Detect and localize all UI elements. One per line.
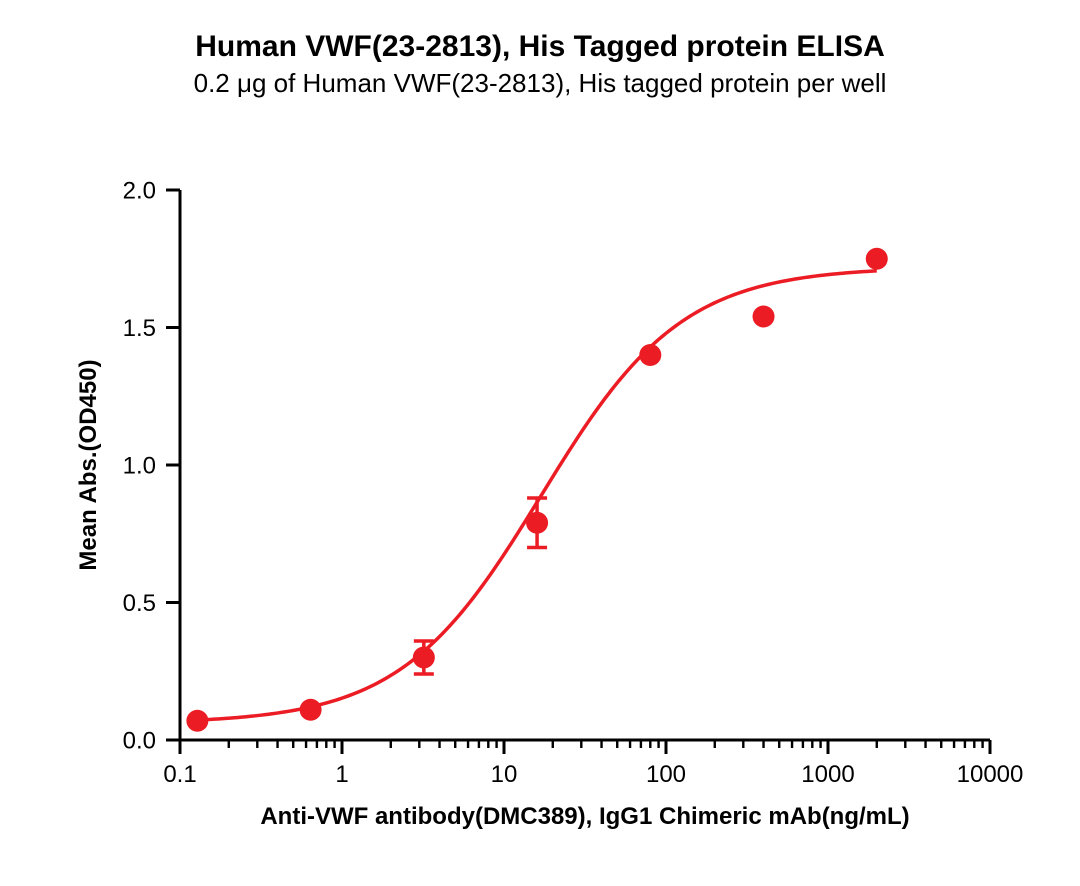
data-point: [753, 306, 775, 328]
data-point: [526, 512, 548, 534]
fit-curve-path: [197, 271, 876, 720]
axis-labels: Anti-VWF antibody(DMC389), IgG1 Chimeric…: [75, 359, 910, 830]
axes: 0.1 1 10 100 1000 10000 0.0 0.5 1.0 1.5 2.0: [123, 177, 1024, 788]
y-tick-label: 0.0: [123, 727, 156, 754]
data-point: [866, 248, 888, 270]
x-tick-label: 10000: [957, 761, 1024, 788]
fit-curve: [197, 271, 876, 720]
x-tick-label: 10: [491, 761, 518, 788]
x-tick-label: 0.1: [163, 761, 196, 788]
x-tick-label: 100: [646, 761, 686, 788]
y-tick-label: 2.0: [123, 177, 156, 204]
x-tick-label: 1: [335, 761, 348, 788]
data-point: [639, 344, 661, 366]
y-tick-label: 1.0: [123, 452, 156, 479]
x-tick-label: 1000: [801, 761, 854, 788]
elisa-chart: 0.1 1 10 100 1000 10000 0.0 0.5 1.0 1.5 2.0 Anti-V…: [0, 0, 1080, 886]
data-point: [300, 699, 322, 721]
data-point: [186, 710, 208, 732]
data-points: [186, 248, 887, 732]
data-point: [413, 647, 435, 669]
x-axis-label: Anti-VWF antibody(DMC389), IgG1 Chimeric…: [260, 803, 909, 830]
y-tick-label: 0.5: [123, 590, 156, 617]
y-tick-label: 1.5: [123, 315, 156, 342]
y-axis-label: Mean Abs.(OD450): [75, 359, 102, 570]
